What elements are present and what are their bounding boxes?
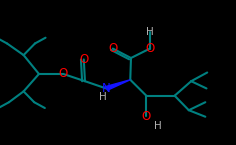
Text: H: H [100, 92, 107, 102]
Text: O: O [59, 67, 68, 80]
Text: O: O [145, 42, 155, 55]
Text: N: N [102, 82, 111, 95]
Text: O: O [108, 42, 118, 55]
Text: O: O [142, 109, 151, 123]
Text: O: O [79, 53, 88, 66]
Polygon shape [105, 80, 130, 90]
Text: H: H [146, 27, 154, 37]
Text: H: H [154, 121, 161, 131]
